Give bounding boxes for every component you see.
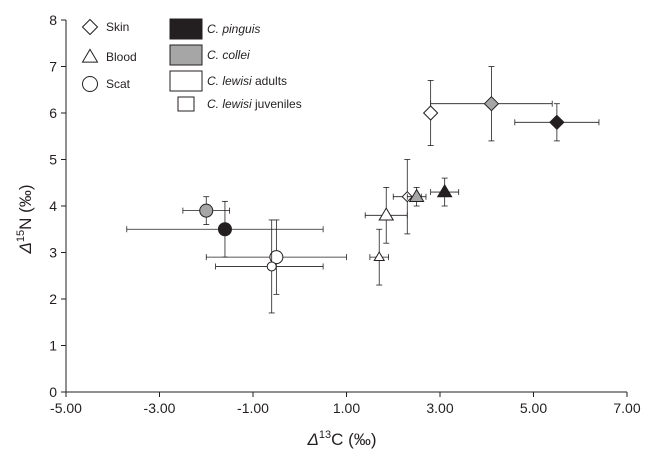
data-point-lewisi-circle-small: [215, 219, 324, 314]
species-swatch-icon: [169, 44, 203, 66]
legend-label: C. lewisi juveniles: [207, 97, 302, 111]
y-axis-title: Δ15N (‰): [15, 185, 35, 255]
circle-marker: [217, 222, 232, 237]
species-swatch-icon: [177, 96, 195, 112]
x-axis-title: Δ13C (‰): [307, 429, 377, 449]
legend-label: C. collei: [207, 48, 250, 62]
data-point-pinguis-diamond-large: [514, 103, 600, 142]
y-tick-label: 0: [49, 384, 57, 400]
legend-item-species: C. lewisi adults: [169, 70, 287, 92]
diamond-marker: [483, 95, 500, 112]
legend-item-skin: Skin: [81, 18, 129, 36]
legend-item-scat: Scat: [82, 76, 131, 92]
legend-item-species: C. collei: [169, 44, 250, 66]
x-tick-label: -1.00: [237, 400, 269, 416]
legend-label: Skin: [106, 20, 129, 34]
triangle-marker: [373, 251, 386, 262]
y-tick-label: 2: [49, 291, 57, 307]
y-tick-label: 7: [49, 59, 57, 75]
legend-item-species: C. lewisi juveniles: [177, 96, 302, 112]
data-points: [126, 66, 600, 314]
species-name: C. lewisi: [207, 97, 252, 111]
data-point-lewisi-diamond-large: [422, 80, 439, 146]
y-axis-superscript: 15: [15, 230, 27, 242]
triangle-legend-icon: [81, 48, 99, 63]
axes: -5.00 -3.00 -1.00 1.00 3.00 5.00 7.00 0 1 2 3 4 5 6 7 8: [49, 12, 641, 416]
data-point-lewisi-triangle-large: [364, 186, 408, 244]
triangle-marker: [436, 183, 453, 198]
y-tick-label: 8: [49, 12, 57, 28]
data-point-pinguis-circle-large: [126, 200, 324, 258]
x-tick-label: 5.00: [520, 400, 547, 416]
x-axis-symbol: Δ: [307, 430, 319, 449]
data-point-collei-diamond-large: [430, 66, 553, 142]
data-point-lewisi-triangle-small: [369, 228, 389, 286]
species-swatch-icon: [169, 70, 203, 92]
circle-marker: [199, 203, 214, 218]
diamond-marker: [422, 105, 439, 121]
x-axis-superscript: 13: [319, 429, 331, 441]
data-point-pinguis-triangle-large: [430, 177, 460, 207]
data-point-lewisi-circle-large: [205, 219, 347, 295]
legend-item-species: C. pinguis: [169, 18, 260, 40]
circle-marker: [266, 261, 277, 272]
y-tick-label: 5: [49, 152, 57, 168]
species-name: C. lewisi: [207, 74, 252, 88]
species-swatch-icon: [169, 18, 203, 40]
y-axis-symbol: Δ: [16, 242, 35, 254]
circle-marker: [269, 250, 284, 265]
species-name: C. pinguis: [207, 22, 260, 36]
legend-label: C. lewisi adults: [207, 74, 287, 88]
triangle-marker: [408, 188, 425, 202]
y-tick-label: 6: [49, 105, 57, 121]
legend-label: Scat: [106, 77, 131, 91]
x-tick-label: -3.00: [144, 400, 176, 416]
species-stage: juveniles: [252, 97, 302, 111]
data-point-collei-triangle-large: [406, 186, 427, 207]
species-stage: adults: [252, 74, 287, 88]
diamond-marker: [549, 114, 565, 131]
x-tick-label: 3.00: [426, 400, 453, 416]
legend-item-blood: Blood: [81, 48, 137, 64]
x-tick-label: 7.00: [613, 400, 640, 416]
triangle-marker: [378, 207, 395, 221]
y-tick-label: 4: [49, 198, 57, 214]
y-axis-unit: N (‰): [16, 185, 35, 230]
legend: Skin Blood Scat C. pinguis C. collei C. lewis…: [81, 18, 302, 112]
circle-legend-icon: [82, 76, 98, 92]
y-tick-label: 1: [49, 338, 57, 354]
species-name: C. collei: [207, 48, 250, 62]
x-tick-label: 1.00: [333, 400, 360, 416]
x-tick-label: -5.00: [50, 400, 82, 416]
y-tick-label: 3: [49, 245, 57, 261]
diamond-legend-icon: [81, 18, 99, 36]
data-point-collei-circle-large: [182, 196, 231, 226]
legend-label: C. pinguis: [207, 22, 260, 36]
legend-label: Blood: [106, 50, 137, 64]
x-axis-unit: C (‰): [331, 430, 376, 449]
